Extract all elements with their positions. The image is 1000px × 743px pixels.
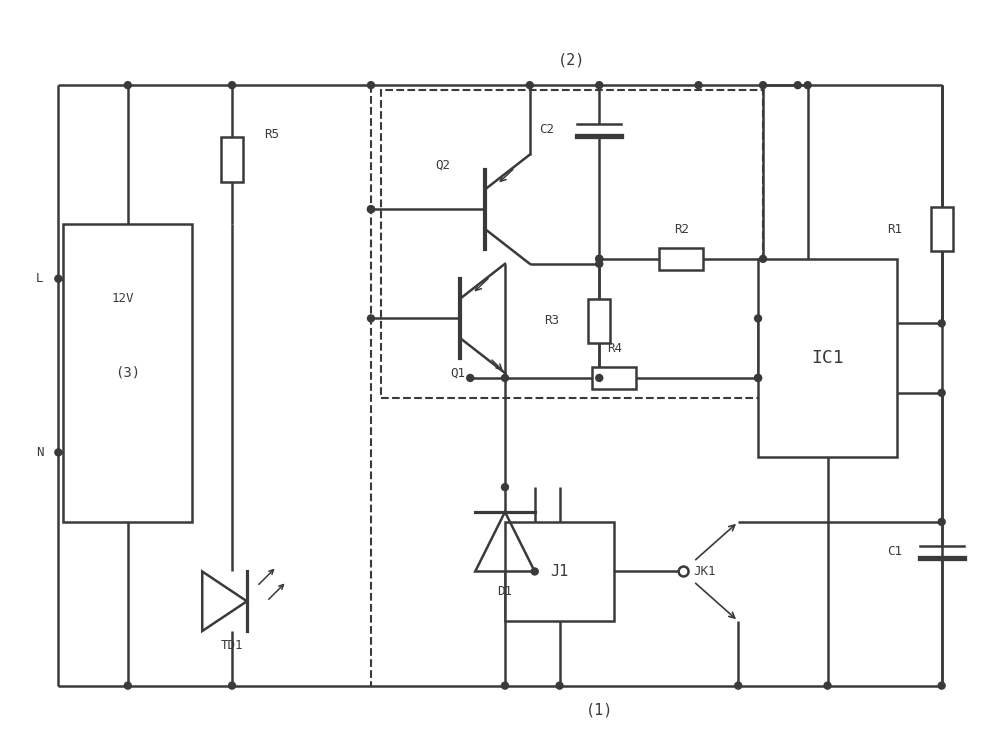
Circle shape: [695, 82, 702, 88]
Circle shape: [755, 315, 762, 322]
Circle shape: [367, 206, 374, 212]
Circle shape: [938, 389, 945, 396]
Bar: [758, 259, 897, 458]
Circle shape: [501, 682, 508, 689]
Bar: [659, 248, 703, 270]
Text: R4: R4: [607, 342, 622, 354]
Circle shape: [938, 682, 945, 689]
Circle shape: [501, 374, 508, 381]
Circle shape: [596, 374, 603, 381]
Circle shape: [824, 682, 831, 689]
Circle shape: [367, 206, 374, 212]
Circle shape: [596, 256, 603, 262]
Text: R3: R3: [545, 314, 560, 328]
Circle shape: [679, 566, 689, 577]
Text: D1: D1: [497, 585, 512, 598]
Circle shape: [526, 82, 533, 88]
Text: C1: C1: [887, 545, 902, 558]
Text: JK1: JK1: [694, 565, 716, 578]
Circle shape: [467, 374, 474, 381]
Circle shape: [938, 320, 945, 327]
Circle shape: [760, 82, 766, 88]
Circle shape: [367, 82, 374, 88]
Bar: [505, 522, 614, 621]
Text: IC1: IC1: [811, 349, 844, 367]
Circle shape: [596, 82, 603, 88]
Text: Q2: Q2: [435, 158, 450, 171]
Text: J1: J1: [550, 564, 569, 579]
Text: L: L: [36, 272, 43, 285]
Circle shape: [596, 256, 603, 262]
Text: (2): (2): [558, 53, 586, 68]
Text: TD1: TD1: [221, 640, 243, 652]
Text: N: N: [36, 446, 43, 459]
Circle shape: [229, 682, 235, 689]
Circle shape: [596, 260, 603, 267]
Circle shape: [367, 315, 374, 322]
Bar: [592, 367, 636, 389]
Circle shape: [531, 568, 538, 575]
Bar: [381, 90, 763, 398]
Circle shape: [794, 82, 801, 88]
Circle shape: [755, 374, 762, 381]
Circle shape: [760, 256, 766, 262]
Text: R2: R2: [674, 223, 689, 236]
Text: C2: C2: [540, 123, 555, 136]
Text: Q1: Q1: [450, 366, 465, 380]
Bar: [588, 299, 610, 343]
Text: (3): (3): [115, 366, 140, 380]
Bar: [63, 224, 192, 522]
Circle shape: [735, 682, 742, 689]
Circle shape: [938, 519, 945, 525]
Text: 12V: 12V: [112, 292, 134, 305]
Circle shape: [556, 682, 563, 689]
Circle shape: [124, 82, 131, 88]
Bar: [221, 137, 243, 182]
Circle shape: [501, 484, 508, 490]
Circle shape: [55, 449, 62, 456]
Circle shape: [755, 374, 762, 381]
Text: R1: R1: [887, 223, 902, 236]
Circle shape: [55, 275, 62, 282]
Text: R5: R5: [264, 129, 279, 141]
Circle shape: [124, 682, 131, 689]
Bar: [931, 207, 953, 251]
Circle shape: [229, 82, 235, 88]
Text: (1): (1): [586, 703, 613, 718]
Circle shape: [804, 82, 811, 88]
